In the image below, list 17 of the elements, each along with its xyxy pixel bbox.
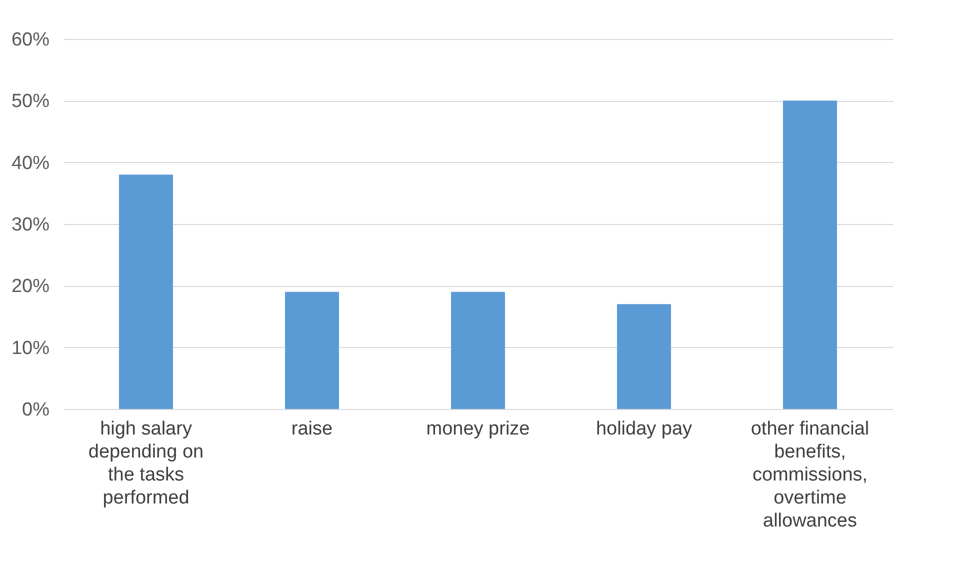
y-tick-label: 50% — [11, 91, 50, 112]
y-tick-label: 10% — [11, 338, 50, 359]
bar — [119, 174, 173, 409]
y-tick-label: 60% — [11, 30, 50, 50]
x-tick-label: raise — [291, 418, 333, 440]
x-tick-label: other financial benefits, commissions, overtime allowances — [750, 418, 870, 532]
x-tick-label: holiday pay — [596, 418, 693, 440]
y-tick-label: 30% — [11, 214, 50, 236]
bar — [285, 292, 339, 409]
x-tick-label: money prize — [426, 418, 530, 440]
bar — [617, 304, 671, 409]
bar — [451, 292, 505, 409]
y-tick-label: 0% — [22, 400, 50, 420]
x-tick-label: high salary depending on the tasks performed — [88, 418, 204, 508]
bar — [783, 100, 837, 409]
y-tick-label: 20% — [11, 276, 50, 298]
y-tick-label: 40% — [11, 152, 50, 174]
